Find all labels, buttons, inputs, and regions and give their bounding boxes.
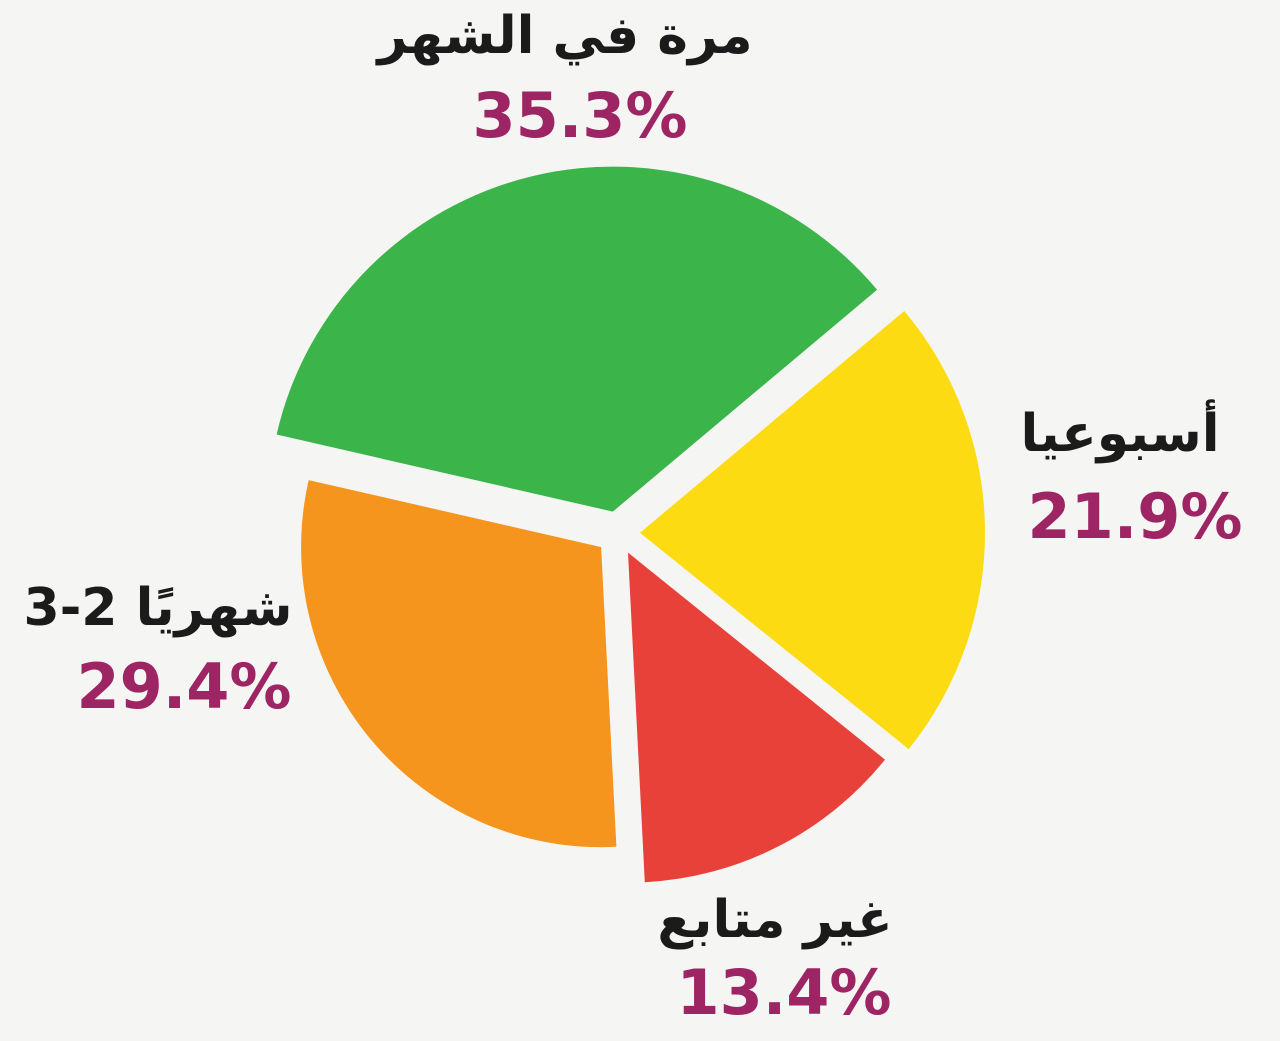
slice-label-not-following: غير متابع — [657, 890, 893, 950]
slice-percent-once-a-month: 35.3% — [472, 79, 688, 152]
pie-slice-bottom — [628, 552, 885, 883]
pie-slice-right — [640, 311, 985, 750]
slice-percent-weekly: 21.9% — [1027, 480, 1243, 553]
slice-label-once-a-month: مرة في الشهر — [377, 6, 753, 66]
slice-label-weekly: أسبوعيا — [1020, 404, 1220, 464]
pie-slice-left — [301, 480, 617, 848]
slice-percent-2-3-monthly: 29.4% — [76, 650, 292, 723]
slice-percent-not-following: 13.4% — [676, 956, 892, 1029]
pie-slice-top — [276, 166, 878, 512]
slice-label-2-3-monthly: 3-2 شهريًا — [23, 578, 293, 638]
